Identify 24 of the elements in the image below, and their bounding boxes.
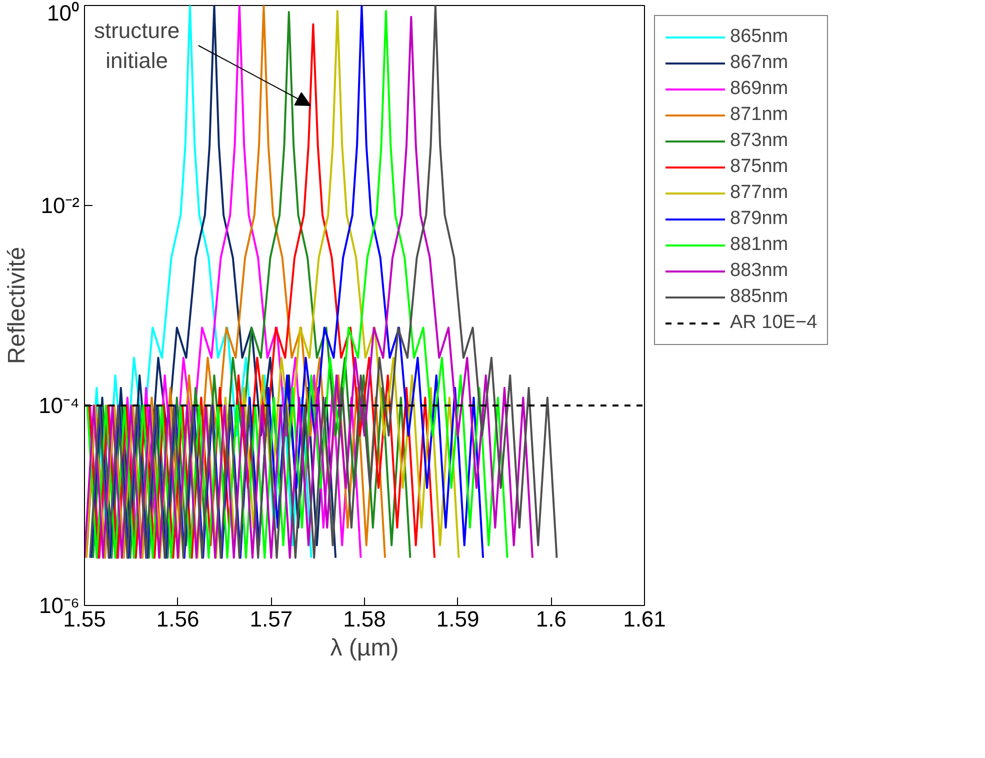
x-axis-title: λ (µm) bbox=[330, 634, 399, 662]
x-tick-label: 1.57 bbox=[250, 606, 293, 632]
legend-label: 865nm bbox=[730, 26, 788, 48]
x-tick-label: 1.58 bbox=[343, 606, 386, 632]
legend-label: 869nm bbox=[730, 78, 788, 100]
legend-label: 879nm bbox=[730, 208, 788, 230]
legend-label: 885nm bbox=[730, 286, 788, 308]
legend-label: 867nm bbox=[730, 52, 788, 74]
legend-label: AR 10E−4 bbox=[730, 312, 818, 334]
legend-label: 871nm bbox=[730, 104, 788, 126]
legend-label: 875nm bbox=[730, 156, 788, 178]
legend-label: 881nm bbox=[730, 234, 788, 256]
y-tick-label: 10⁻² bbox=[40, 193, 80, 218]
x-tick-label: 1.56 bbox=[156, 606, 200, 632]
x-tick-label: 1.61 bbox=[623, 606, 666, 632]
annotation: structure initiale bbox=[94, 18, 180, 73]
y-tick-label: 10⁻⁴ bbox=[38, 393, 80, 418]
legend-label: 873nm bbox=[730, 130, 788, 152]
x-tick-label: 1.6 bbox=[536, 606, 566, 632]
x-tick-label: 1.59 bbox=[436, 606, 480, 632]
y-axis-title: Reflectivité bbox=[4, 246, 31, 364]
y-tick-label: 10⁰ bbox=[47, 0, 80, 26]
legend-label: 877nm bbox=[730, 182, 788, 204]
legend-label: 883nm bbox=[730, 260, 788, 282]
